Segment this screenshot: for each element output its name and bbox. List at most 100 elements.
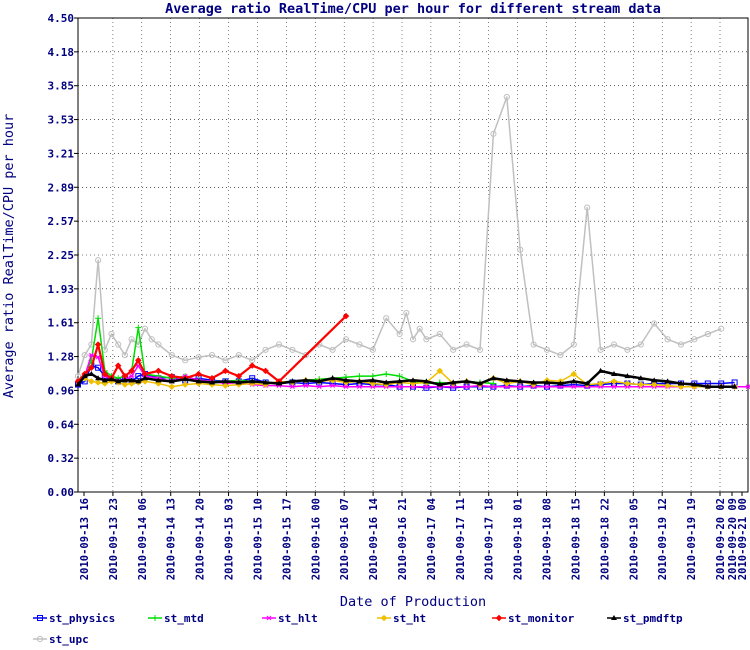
x-tick-label: 2010-09-16 00 [310,498,322,580]
data-point [329,383,336,388]
data-point [403,309,410,317]
data-point [37,615,43,621]
data-point [544,384,550,390]
chart-title: Average ratio RealTime/CPU per hour for … [165,1,661,17]
data-point [121,351,129,359]
x-tick-label: 2010-09-20 09 [727,498,739,580]
data-point [436,330,443,338]
x-tick-label: 2010-09-18 08 [542,498,554,580]
data-point [94,341,102,348]
y-tick-label: 2.89 [48,181,75,194]
data-point [517,378,524,384]
data-point [383,379,390,385]
data-point [222,378,229,384]
data-point [624,346,631,353]
y-tick-label: 1.28 [48,351,75,364]
data-point [209,379,215,385]
legend-label: st_upc [49,633,89,646]
data-point [436,381,443,387]
data-point [128,336,135,343]
y-tick-label: 2.25 [48,249,75,262]
data-point [476,346,484,353]
x-tick-label: 2010-09-15 03 [224,498,236,580]
x-tick-label: 2010-09-14 20 [195,498,207,580]
y-tick-label: 3.85 [48,80,75,93]
data-point [95,375,102,381]
data-point [597,380,604,387]
y-tick-label: 4.18 [48,46,75,59]
data-point [611,615,617,620]
data-point [95,364,102,371]
data-point [691,381,698,387]
y-tick-label: 0.64 [48,418,75,431]
data-point [195,370,202,378]
data-point [584,204,591,211]
data-point [81,351,88,359]
data-point [88,371,95,377]
series-line [77,315,347,383]
x-tick-label: 2010-09-18 22 [599,498,611,580]
legend-label: st_monitor [508,612,575,625]
data-point [477,380,483,386]
data-point [302,383,309,388]
data-point [490,384,497,390]
data-point [423,384,430,390]
data-point [611,371,617,377]
data-point [222,382,229,389]
data-point [141,325,149,332]
data-point [517,246,524,253]
legend-item-st_pmdftp: st_pmdftp [607,612,683,625]
data-point [463,341,470,348]
chart-grid [78,18,748,492]
data-point [396,378,403,384]
data-point [94,379,102,386]
x-tick-label: 2010-09-14 06 [137,498,149,580]
data-point [88,364,95,372]
data-point [101,370,109,378]
data-point [570,370,578,378]
legend-label: st_physics [49,612,115,625]
data-point [691,336,698,343]
data-point [108,376,115,382]
data-point [101,377,108,383]
data-point [155,377,162,383]
legend-item-st_hlt: st_hlt [262,612,318,625]
data-point [396,330,403,338]
y-tick-label: 0.96 [48,384,75,397]
x-tick-label: 2010-09-19 12 [657,498,669,580]
data-point [275,341,283,348]
data-point [342,336,350,343]
series-line [77,96,722,377]
series-st_upc [74,93,725,380]
y-tick-label: 0.32 [48,452,75,465]
data-point [543,346,551,353]
data-point [490,375,497,381]
data-point [356,341,363,348]
data-point [610,341,618,348]
data-point [289,378,296,384]
data-point [450,346,457,353]
y-tick-label: 3.53 [48,114,75,127]
x-tick-label: 2010-09-15 17 [281,498,293,580]
x-tick-label: 2010-09-17 04 [426,498,438,580]
data-point [114,362,122,369]
x-tick-label: 2010-09-21 00 [737,498,749,580]
data-point [597,346,604,353]
data-point [718,325,725,332]
data-point [108,330,115,338]
data-point [262,346,269,353]
data-point [81,373,88,379]
data-point [248,362,256,369]
legend-item-st_monitor: st_monitor [492,612,575,625]
data-point [597,367,604,373]
data-point [637,341,644,348]
data-point [718,383,725,389]
x-tick-label: 2010-09-13 23 [108,498,120,580]
x-tick-label: 2010-09-14 13 [166,498,178,580]
data-point [584,380,591,386]
legend-label: st_pmdftp [623,612,683,625]
data-point [128,367,135,375]
data-point [383,371,390,378]
data-point [610,378,618,385]
x-tick-label: 2010-09-16 07 [339,498,351,580]
